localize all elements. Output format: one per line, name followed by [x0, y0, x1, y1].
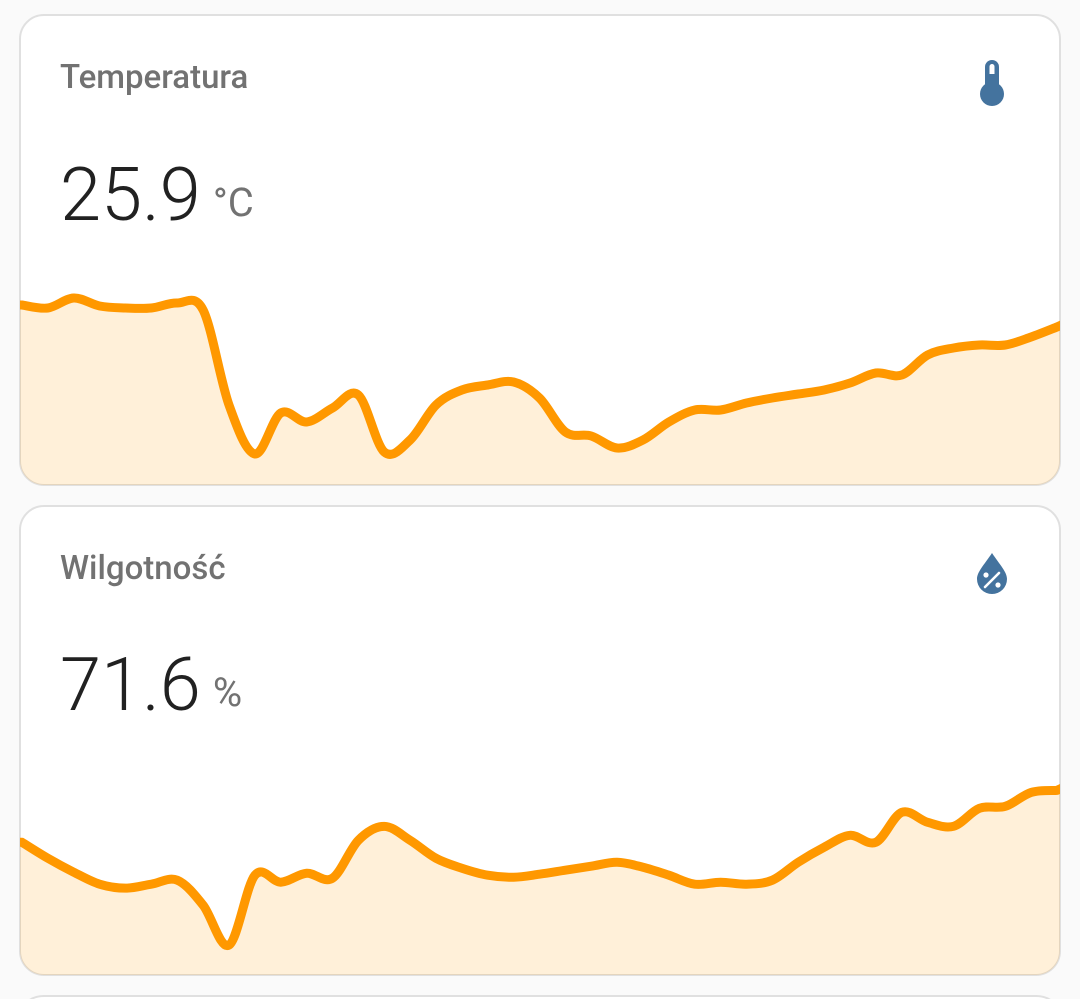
sensor-value: 25.9: [60, 152, 201, 239]
sensor-unit: %: [213, 669, 242, 716]
sparkline-area: [20, 297, 1060, 485]
card[interactable]: [20, 995, 1060, 999]
humidity-icon: [977, 553, 1007, 594]
sparkline: [20, 293, 1060, 485]
sparkline-area: [20, 790, 1060, 975]
sparkline-line: [20, 779, 1060, 950]
sparkline-line: [20, 293, 1060, 459]
card-title: Wilgotność: [60, 549, 226, 588]
sparkline: [20, 779, 1060, 975]
card[interactable]: [19, 14, 1061, 486]
sensor-unit: °C: [213, 179, 254, 226]
thermometer-icon: [980, 60, 1004, 106]
card-title: Temperatura: [60, 58, 248, 97]
sensor-value: 71.6: [60, 642, 201, 729]
